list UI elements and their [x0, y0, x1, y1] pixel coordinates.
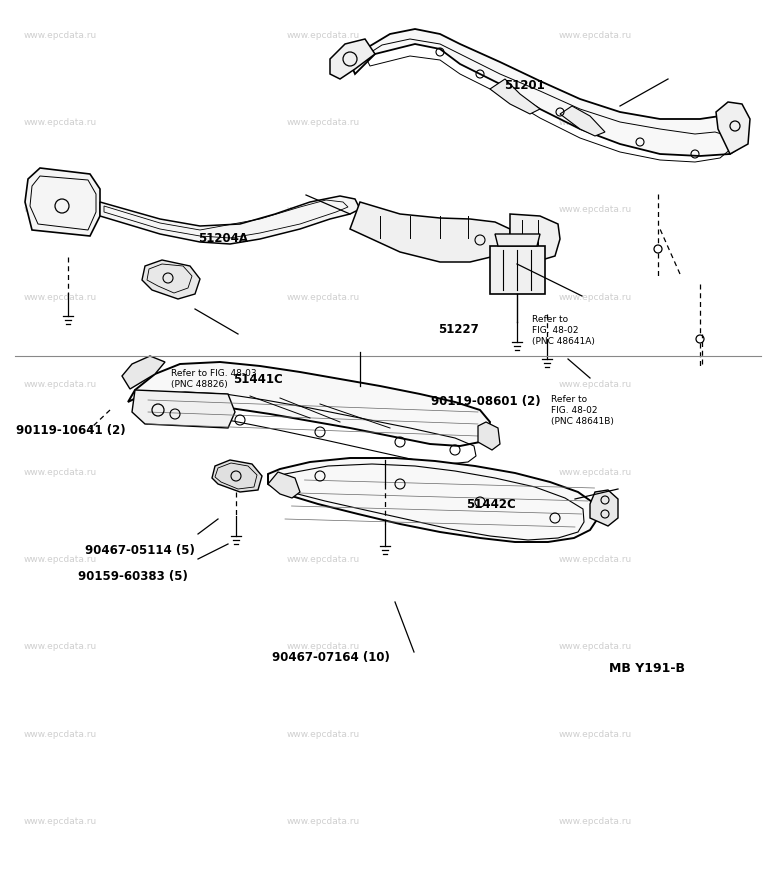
Text: www.epcdata.ru: www.epcdata.ru: [23, 31, 96, 39]
Text: www.epcdata.ru: www.epcdata.ru: [559, 205, 632, 214]
Text: 90119-08601 (2): 90119-08601 (2): [431, 395, 540, 408]
Polygon shape: [122, 356, 165, 389]
Text: www.epcdata.ru: www.epcdata.ru: [287, 817, 360, 826]
Text: www.epcdata.ru: www.epcdata.ru: [23, 642, 96, 651]
Polygon shape: [478, 422, 500, 450]
Polygon shape: [100, 196, 360, 244]
Text: www.epcdata.ru: www.epcdata.ru: [559, 380, 632, 389]
Polygon shape: [330, 39, 375, 79]
Text: www.epcdata.ru: www.epcdata.ru: [23, 293, 96, 302]
Text: www.epcdata.ru: www.epcdata.ru: [287, 293, 360, 302]
Polygon shape: [350, 202, 510, 262]
Text: 51442C: 51442C: [466, 498, 515, 511]
Text: www.epcdata.ru: www.epcdata.ru: [559, 118, 632, 127]
Text: www.epcdata.ru: www.epcdata.ru: [287, 642, 360, 651]
Text: www.epcdata.ru: www.epcdata.ru: [287, 730, 360, 739]
Text: Refer to
FIG. 48-02
(PNC 48641B): Refer to FIG. 48-02 (PNC 48641B): [551, 395, 614, 427]
Text: www.epcdata.ru: www.epcdata.ru: [559, 555, 632, 564]
Polygon shape: [560, 106, 605, 136]
Polygon shape: [212, 460, 262, 492]
Polygon shape: [268, 472, 300, 498]
Text: www.epcdata.ru: www.epcdata.ru: [287, 118, 360, 127]
Text: 90159-60383 (5): 90159-60383 (5): [78, 570, 188, 583]
Text: www.epcdata.ru: www.epcdata.ru: [287, 205, 360, 214]
Text: 51201: 51201: [504, 79, 546, 92]
Text: Refer to
FIG. 48-02
(PNC 48641A): Refer to FIG. 48-02 (PNC 48641A): [532, 315, 594, 346]
Text: Refer to FIG. 48-03
(PNC 48826): Refer to FIG. 48-03 (PNC 48826): [171, 369, 256, 389]
Text: 51441C: 51441C: [233, 373, 282, 386]
Text: MB Y191-B: MB Y191-B: [609, 662, 685, 675]
Text: 90119-10641 (2): 90119-10641 (2): [16, 424, 125, 437]
Text: www.epcdata.ru: www.epcdata.ru: [23, 118, 96, 127]
Polygon shape: [495, 234, 540, 246]
Text: www.epcdata.ru: www.epcdata.ru: [23, 205, 96, 214]
Polygon shape: [132, 390, 235, 428]
Text: www.epcdata.ru: www.epcdata.ru: [559, 642, 632, 651]
Text: www.epcdata.ru: www.epcdata.ru: [559, 293, 632, 302]
Polygon shape: [128, 362, 490, 446]
Text: 51204A: 51204A: [198, 232, 248, 245]
Polygon shape: [510, 214, 560, 262]
Polygon shape: [25, 168, 100, 236]
Polygon shape: [716, 102, 750, 154]
Text: www.epcdata.ru: www.epcdata.ru: [559, 468, 632, 476]
Text: 51227: 51227: [438, 323, 480, 336]
Text: www.epcdata.ru: www.epcdata.ru: [287, 468, 360, 476]
Polygon shape: [350, 29, 748, 156]
Text: 90467-05114 (5): 90467-05114 (5): [85, 544, 196, 557]
Text: www.epcdata.ru: www.epcdata.ru: [287, 31, 360, 39]
Text: www.epcdata.ru: www.epcdata.ru: [23, 817, 96, 826]
Text: www.epcdata.ru: www.epcdata.ru: [559, 817, 632, 826]
Polygon shape: [268, 458, 598, 542]
Polygon shape: [490, 79, 540, 114]
Polygon shape: [590, 490, 618, 526]
Text: www.epcdata.ru: www.epcdata.ru: [559, 31, 632, 39]
Text: www.epcdata.ru: www.epcdata.ru: [23, 380, 96, 389]
Text: www.epcdata.ru: www.epcdata.ru: [23, 468, 96, 476]
Text: www.epcdata.ru: www.epcdata.ru: [559, 730, 632, 739]
Text: www.epcdata.ru: www.epcdata.ru: [287, 555, 360, 564]
Polygon shape: [490, 246, 545, 294]
Text: www.epcdata.ru: www.epcdata.ru: [23, 730, 96, 739]
Text: 90467-07164 (10): 90467-07164 (10): [272, 651, 390, 664]
Text: www.epcdata.ru: www.epcdata.ru: [287, 380, 360, 389]
Polygon shape: [142, 260, 200, 299]
Text: www.epcdata.ru: www.epcdata.ru: [23, 555, 96, 564]
